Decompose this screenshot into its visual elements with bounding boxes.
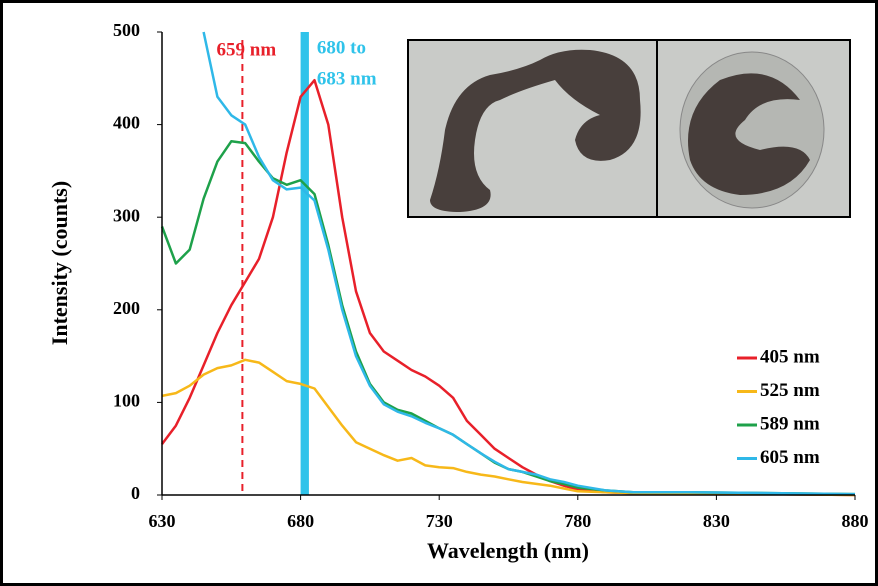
micrograph-inset	[407, 39, 851, 218]
x-tick-label: 680	[287, 511, 314, 531]
annotation: 659 nm	[217, 39, 277, 60]
x-tick-label: 830	[703, 511, 730, 531]
series-line	[161, 358, 856, 497]
y-axis-title: Intensity (counts)	[47, 181, 72, 345]
x-tick-label: 880	[842, 511, 869, 531]
y-tick-label: 300	[113, 205, 140, 225]
y-tick-label: 400	[113, 113, 140, 133]
y-tick-label: 500	[113, 20, 140, 40]
x-tick-label: 730	[426, 511, 453, 531]
y-tick-label: 100	[113, 391, 140, 411]
legend-label: 589 nm	[760, 413, 820, 434]
annotation: 680 to	[317, 37, 366, 58]
y-tick-label: 200	[113, 298, 140, 318]
x-axis-title: Wavelength (nm)	[427, 538, 589, 563]
x-tick-label: 780	[564, 511, 591, 531]
series-line	[161, 78, 856, 497]
legend-label: 405 nm	[760, 346, 820, 367]
plot-area	[160, 31, 856, 497]
series-line	[160, 140, 856, 496]
reference-band	[300, 32, 309, 495]
annotation: 683 nm	[317, 68, 377, 89]
legend-label: 605 nm	[760, 447, 820, 468]
series-line	[202, 31, 856, 496]
y-tick-label: 0	[131, 483, 140, 503]
legend-label: 525 nm	[760, 380, 820, 401]
x-tick-label: 630	[149, 511, 176, 531]
